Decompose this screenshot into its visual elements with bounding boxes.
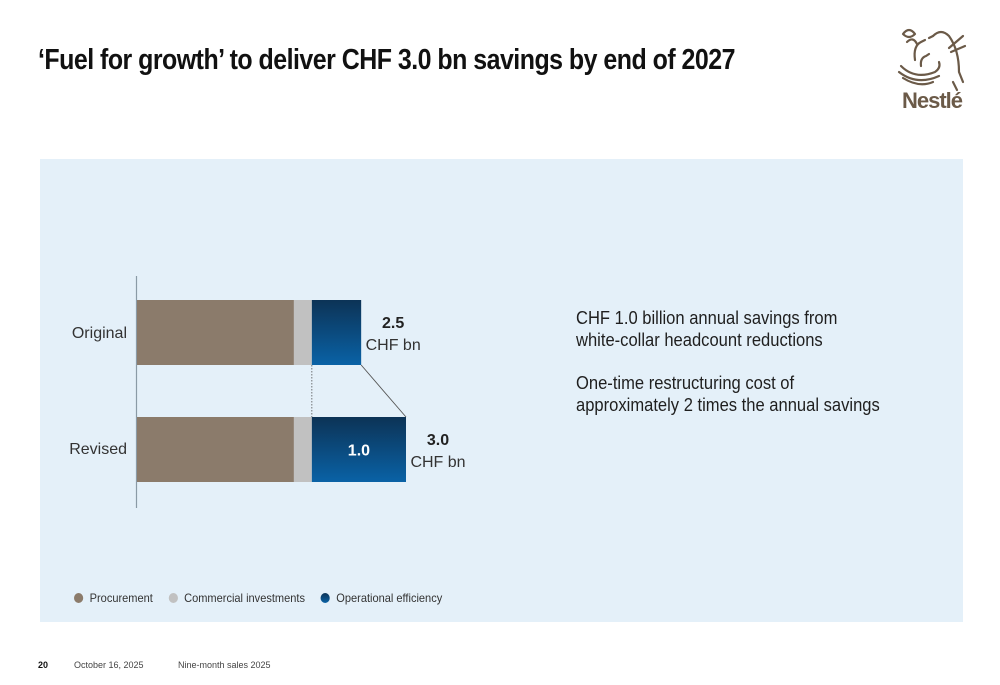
category-label-revised: Revised xyxy=(69,441,127,458)
nestle-logo: Nestlé xyxy=(893,22,971,114)
footer-deck-title: Nine-month sales 2025 xyxy=(178,660,271,670)
legend-item-operational: Operational efficiency xyxy=(320,591,442,605)
legend-swatch-procurement xyxy=(74,593,84,603)
bar-original-procurement xyxy=(137,300,294,365)
total-unit-original: CHF bn xyxy=(366,337,421,354)
page-number: 20 xyxy=(38,660,49,670)
segment-label-revised: 1.0 xyxy=(348,443,370,460)
total-value-revised: 3.0 xyxy=(427,432,449,449)
bar-revised-commercial xyxy=(293,417,312,482)
legend-swatch-commercial xyxy=(168,593,178,603)
chart-panel xyxy=(40,159,963,622)
total-value-original: 2.5 xyxy=(382,315,404,332)
chart-legend: Procurement Commercial investments Opera… xyxy=(74,591,458,605)
legend-swatch-operational xyxy=(320,593,330,603)
bar-original-operational xyxy=(311,300,362,365)
bar-revised-procurement xyxy=(137,417,294,482)
category-label-original: Original xyxy=(72,325,127,342)
note-headcount: CHF 1.0 billion annual savings from whit… xyxy=(576,308,838,350)
bar-original-commercial xyxy=(293,300,312,365)
nest-birds-icon: Nestlé xyxy=(897,28,967,113)
connector-slope-line xyxy=(360,364,407,418)
note-restructuring: One-time restructuring cost of approxima… xyxy=(576,373,880,415)
logo-wordmark: Nestlé xyxy=(902,88,963,113)
footer-date: October 16, 2025 xyxy=(74,660,144,670)
legend-item-procurement: Procurement xyxy=(74,591,153,605)
total-unit-revised: CHF bn xyxy=(410,454,465,471)
notes: CHF 1.0 billion annual savings from whit… xyxy=(576,307,880,437)
bar-revised-operational xyxy=(311,417,406,482)
page-title: ‘Fuel for growth’ to deliver CHF 3.0 bn … xyxy=(38,44,735,76)
legend-item-commercial: Commercial investments xyxy=(168,591,305,605)
